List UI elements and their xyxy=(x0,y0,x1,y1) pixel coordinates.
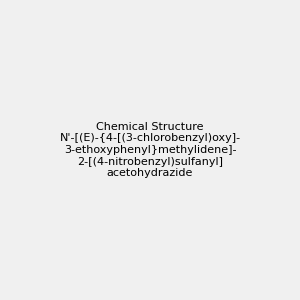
Text: Chemical Structure
N'-[(E)-{4-[(3-chlorobenzyl)oxy]-
3-ethoxyphenyl}methylidene]: Chemical Structure N'-[(E)-{4-[(3-chloro… xyxy=(59,122,241,178)
